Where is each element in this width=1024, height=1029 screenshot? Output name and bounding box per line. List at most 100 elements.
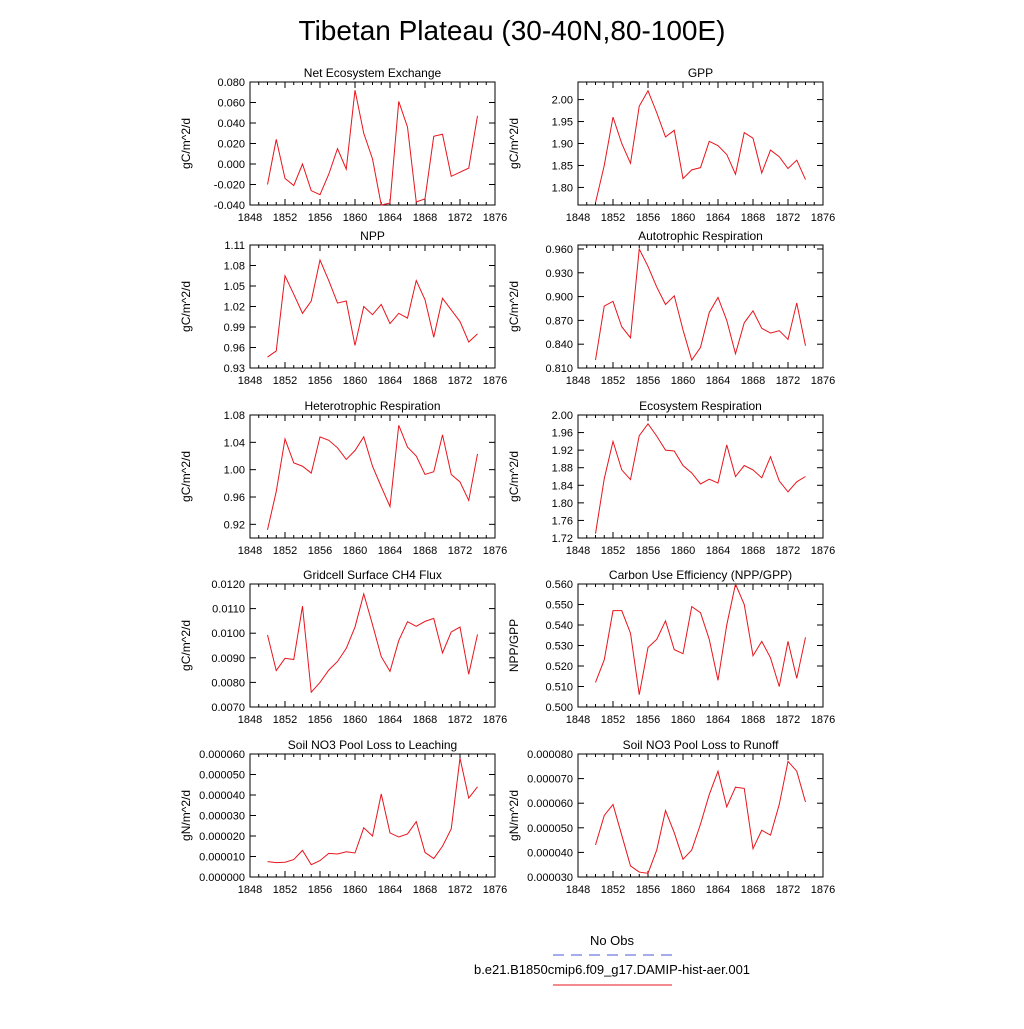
x-tick-label: 1848 [566,375,590,387]
y-tick-label: 1.05 [224,281,245,293]
x-tick-label: 1852 [273,375,297,387]
x-tick-label: 1856 [308,212,332,224]
y-axis-label: gC/m^2/d [179,281,193,332]
y-tick-label: 1.90 [552,139,573,151]
x-tick-label: 1868 [741,545,765,557]
chart-title: GPP [688,66,713,80]
y-tick-label: 0.060 [217,98,245,110]
y-tick-label: 1.08 [224,410,245,422]
series-line [595,582,806,695]
x-tick-label: 1868 [741,212,765,224]
x-tick-label: 1856 [308,714,332,726]
y-axis-label: gC/m^2/d [179,451,193,502]
x-tick-label: 1872 [448,714,472,726]
chart-title: Soil NO3 Pool Loss to Leaching [288,738,457,752]
chart-panel-10: Soil NO3 Pool Loss to Runoff gN/m^2/d 1848… [507,738,835,896]
y-tick-label: 1.80 [552,498,573,510]
chart-title: Heterotrophic Respiration [304,399,440,413]
chart-panel-7: Gridcell Surface CH4 Flux gC/m^2/d 1848 185… [179,568,507,726]
x-tick-label: 1876 [483,545,507,557]
plot-frame [249,414,496,539]
x-tick-label: 1876 [483,212,507,224]
y-axis-label: NPP/GPP [507,619,521,672]
x-tick-label: 1876 [483,884,507,896]
y-tick-label: 0.000000 [199,872,245,884]
x-tick-label: 1864 [706,212,730,224]
series-line [267,757,478,866]
x-tick-label: 1864 [378,714,402,726]
x-tick-label: 1852 [273,545,297,557]
y-tick-label: 0.000040 [527,847,573,859]
plot-frame [577,583,824,708]
x-tick-label: 1872 [448,375,472,387]
x-tick-label: 1872 [776,714,800,726]
x-tick-label: 1868 [413,714,437,726]
y-tick-label: 0.0080 [211,677,245,689]
y-tick-label: 0.000010 [199,852,245,864]
series-line [595,760,806,874]
chart-title: Carbon Use Efficiency (NPP/GPP) [609,568,792,582]
x-tick-label: 1860 [671,545,695,557]
y-tick-label: -0.040 [214,200,245,212]
x-tick-label: 1856 [636,545,660,557]
x-tick-label: 1872 [448,884,472,896]
y-tick-label: 0.000040 [199,790,245,802]
x-tick-label: 1852 [273,884,297,896]
y-tick-label: 0.530 [545,641,573,653]
chart-title: Soil NO3 Pool Loss to Runoff [623,738,780,752]
y-axis-label: gN/m^2/d [507,790,521,841]
chart-title: Gridcell Surface CH4 Flux [303,568,442,582]
x-tick-label: 1876 [483,714,507,726]
legend-label-obs: No Obs [590,933,635,948]
x-tick-label: 1872 [776,375,800,387]
y-tick-label: 0.520 [545,661,573,673]
x-tick-label: 1848 [566,884,590,896]
plot-frame [577,81,824,206]
series-line [267,425,478,530]
plot-frame [249,81,496,206]
series-line [595,247,806,362]
x-tick-label: 1872 [776,212,800,224]
y-tick-label: 1.84 [552,480,573,492]
x-tick-label: 1876 [811,884,835,896]
x-tick-label: 1864 [706,884,730,896]
y-tick-label: 1.76 [552,515,573,527]
y-tick-label: 0.000050 [199,770,245,782]
chart-title: Ecosystem Respiration [639,399,762,413]
y-tick-label: 2.00 [552,95,573,107]
y-tick-label: 1.72 [552,533,573,545]
y-tick-label: 1.80 [552,182,573,194]
chart-title: Autotrophic Respiration [638,229,763,243]
y-tick-label: 0.000060 [527,798,573,810]
y-tick-label: 0.0100 [211,628,245,640]
x-tick-label: 1864 [706,545,730,557]
y-tick-label: 1.95 [552,117,573,129]
figure-title: Tibetan Plateau (30-40N,80-100E) [299,15,726,46]
y-tick-label: 1.88 [552,463,573,475]
y-tick-label: 0.870 [545,315,573,327]
y-tick-label: 0.000030 [199,811,245,823]
x-tick-label: 1852 [601,884,625,896]
x-tick-label: 1852 [273,212,297,224]
x-tick-label: 1856 [636,714,660,726]
x-tick-label: 1864 [378,884,402,896]
plot-frame [249,244,496,369]
x-tick-label: 1864 [378,545,402,557]
x-tick-label: 1868 [413,545,437,557]
x-tick-label: 1868 [413,884,437,896]
y-tick-label: 0.000050 [527,823,573,835]
y-tick-label: 0.0120 [211,579,245,591]
plot-frame [249,583,496,708]
x-tick-label: 1848 [238,884,262,896]
y-tick-label: 0.0090 [211,653,245,665]
y-tick-label: 0.500 [545,702,573,714]
y-tick-label: 0.96 [224,492,245,504]
x-tick-label: 1856 [308,545,332,557]
y-tick-label: 0.840 [545,339,573,351]
y-tick-label: 0.540 [545,620,573,632]
x-tick-label: 1852 [601,545,625,557]
x-tick-label: 1872 [448,545,472,557]
y-axis-label: gN/m^2/d [179,790,193,841]
chart-panel-5: Heterotrophic Respiration gC/m^2/d 1848 185… [179,399,507,557]
series-line [595,422,806,534]
